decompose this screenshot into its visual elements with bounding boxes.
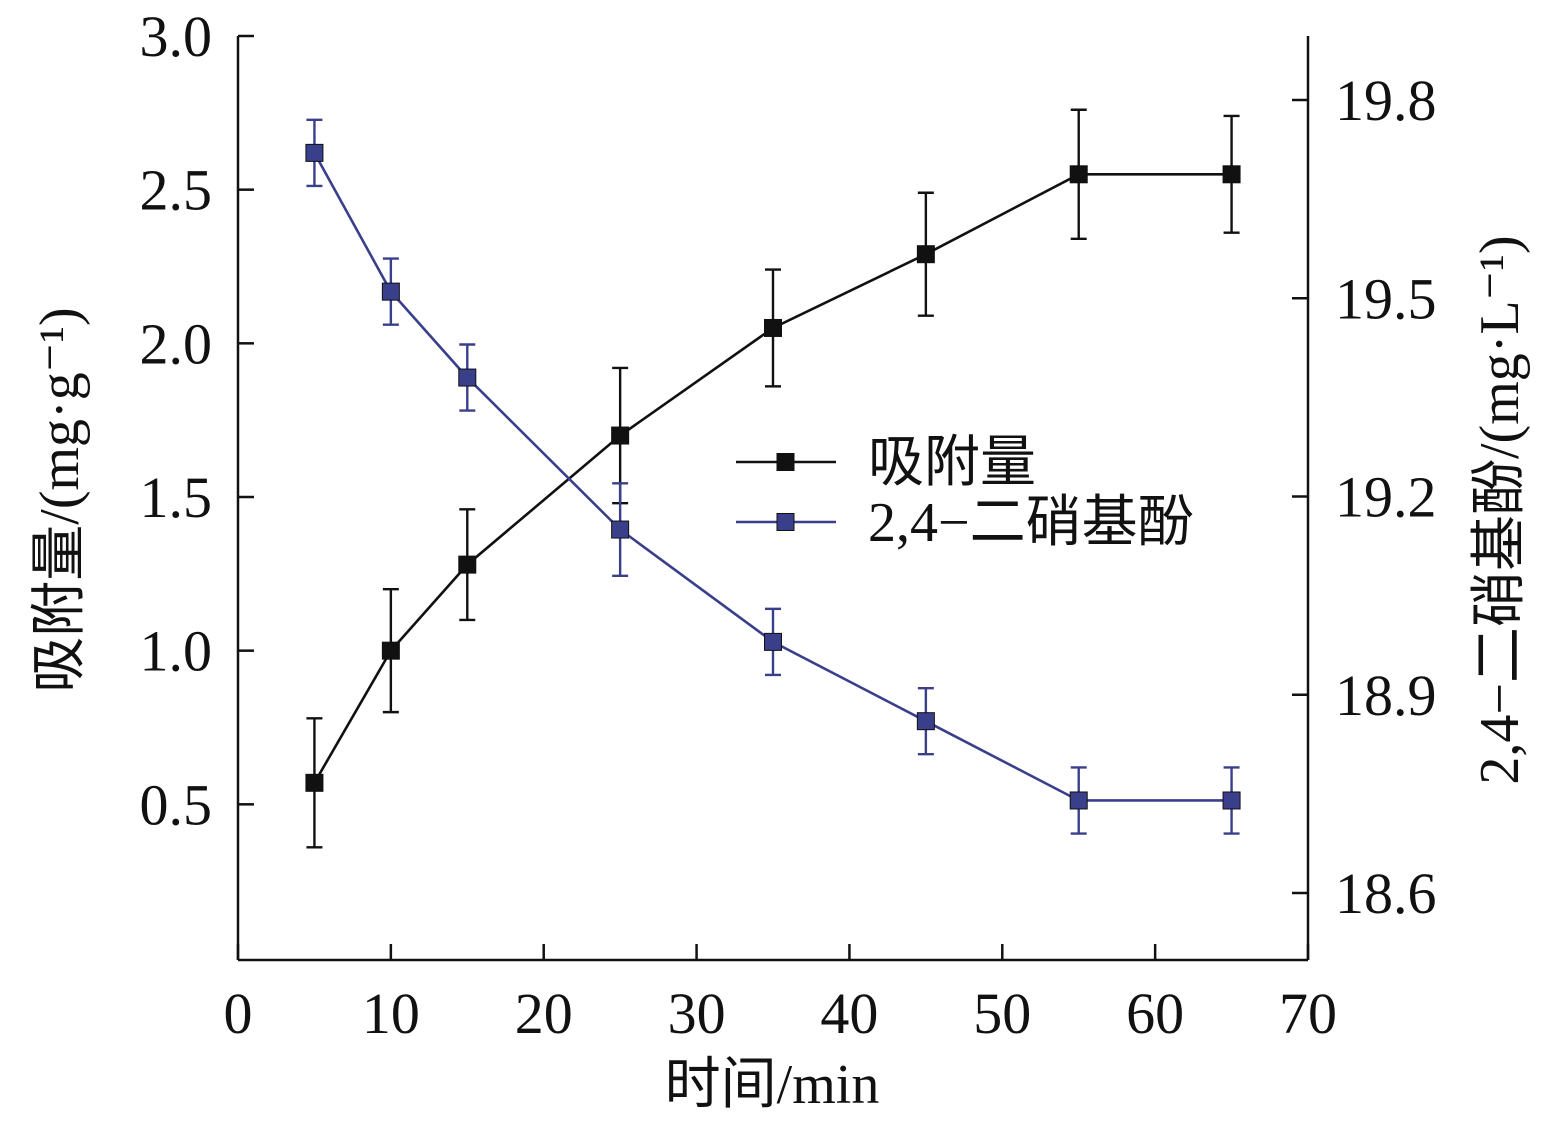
data-point-marker bbox=[611, 426, 630, 445]
x-axis-title: 时间/min bbox=[665, 1054, 880, 1116]
y-left-tick-label: 2.5 bbox=[140, 158, 213, 223]
axes: 0 10 20 30 40 50 60 70 0.5 1.0 1.5 2.0 2.5 3.0 18.6 18.… bbox=[140, 4, 1437, 1046]
data-point-marker bbox=[764, 318, 782, 337]
series-layer bbox=[305, 108, 1241, 849]
series-adsorption bbox=[305, 108, 1241, 849]
data-point-marker bbox=[764, 632, 782, 651]
data-point-marker bbox=[1069, 165, 1088, 184]
data-point-marker bbox=[611, 520, 630, 539]
x-tick-label: 40 bbox=[820, 981, 878, 1046]
y-axis-right-title: 2,4−二硝基酚/(mg·L⁻¹) bbox=[1469, 235, 1531, 784]
axis-titles: 时间/min 吸附量/(mg·g⁻¹) 2,4−二硝基酚/(mg·L⁻¹) bbox=[29, 235, 1531, 1116]
y-left-tick-label: 3.0 bbox=[140, 4, 213, 69]
x-tick-label: 10 bbox=[362, 981, 420, 1046]
series-dinitrophenol bbox=[305, 118, 1241, 835]
legend-label: 吸附量 bbox=[868, 432, 1036, 494]
x-tick-label: 30 bbox=[668, 981, 726, 1046]
legend-marker bbox=[776, 453, 795, 471]
x-tick-label: 60 bbox=[1126, 981, 1184, 1046]
y-right-tick-label: 19.8 bbox=[1335, 68, 1437, 133]
data-point-marker bbox=[1222, 791, 1241, 810]
legend-marker bbox=[776, 513, 795, 531]
data-point-marker bbox=[458, 368, 477, 387]
y-right-tick-label: 19.5 bbox=[1335, 266, 1437, 331]
series-line bbox=[313, 152, 1232, 802]
legend-item: 2,4−二硝基酚 bbox=[736, 492, 1194, 554]
y-left-tick-label: 0.5 bbox=[140, 772, 213, 837]
y-right-tick-label: 18.6 bbox=[1335, 861, 1437, 926]
data-point-marker bbox=[305, 143, 324, 162]
series-line bbox=[313, 173, 1232, 784]
data-point-marker bbox=[916, 712, 935, 731]
data-point-marker bbox=[916, 245, 935, 264]
y-left-tick-label: 1.5 bbox=[140, 465, 213, 530]
x-tick-label: 20 bbox=[515, 981, 573, 1046]
data-point-marker bbox=[1069, 791, 1088, 810]
y-left-tick-label: 1.0 bbox=[140, 619, 213, 684]
data-point-marker bbox=[1222, 165, 1241, 184]
y-axis-left-title: 吸附量/(mg·g⁻¹) bbox=[29, 307, 91, 692]
x-tick-label: 0 bbox=[224, 981, 253, 1046]
data-point-marker bbox=[381, 641, 400, 660]
legend-label: 2,4−二硝基酚 bbox=[868, 492, 1194, 554]
y-left-tick-label: 2.0 bbox=[140, 311, 213, 376]
data-point-marker bbox=[305, 773, 324, 792]
data-point-marker bbox=[381, 282, 400, 301]
data-point-marker bbox=[458, 555, 477, 574]
x-tick-label: 50 bbox=[973, 981, 1031, 1046]
y-right-tick-label: 19.2 bbox=[1335, 465, 1437, 530]
y-right-tick-label: 18.9 bbox=[1335, 663, 1437, 728]
x-tick-label: 70 bbox=[1279, 981, 1337, 1046]
legend-item: 吸附量 bbox=[736, 432, 1036, 494]
